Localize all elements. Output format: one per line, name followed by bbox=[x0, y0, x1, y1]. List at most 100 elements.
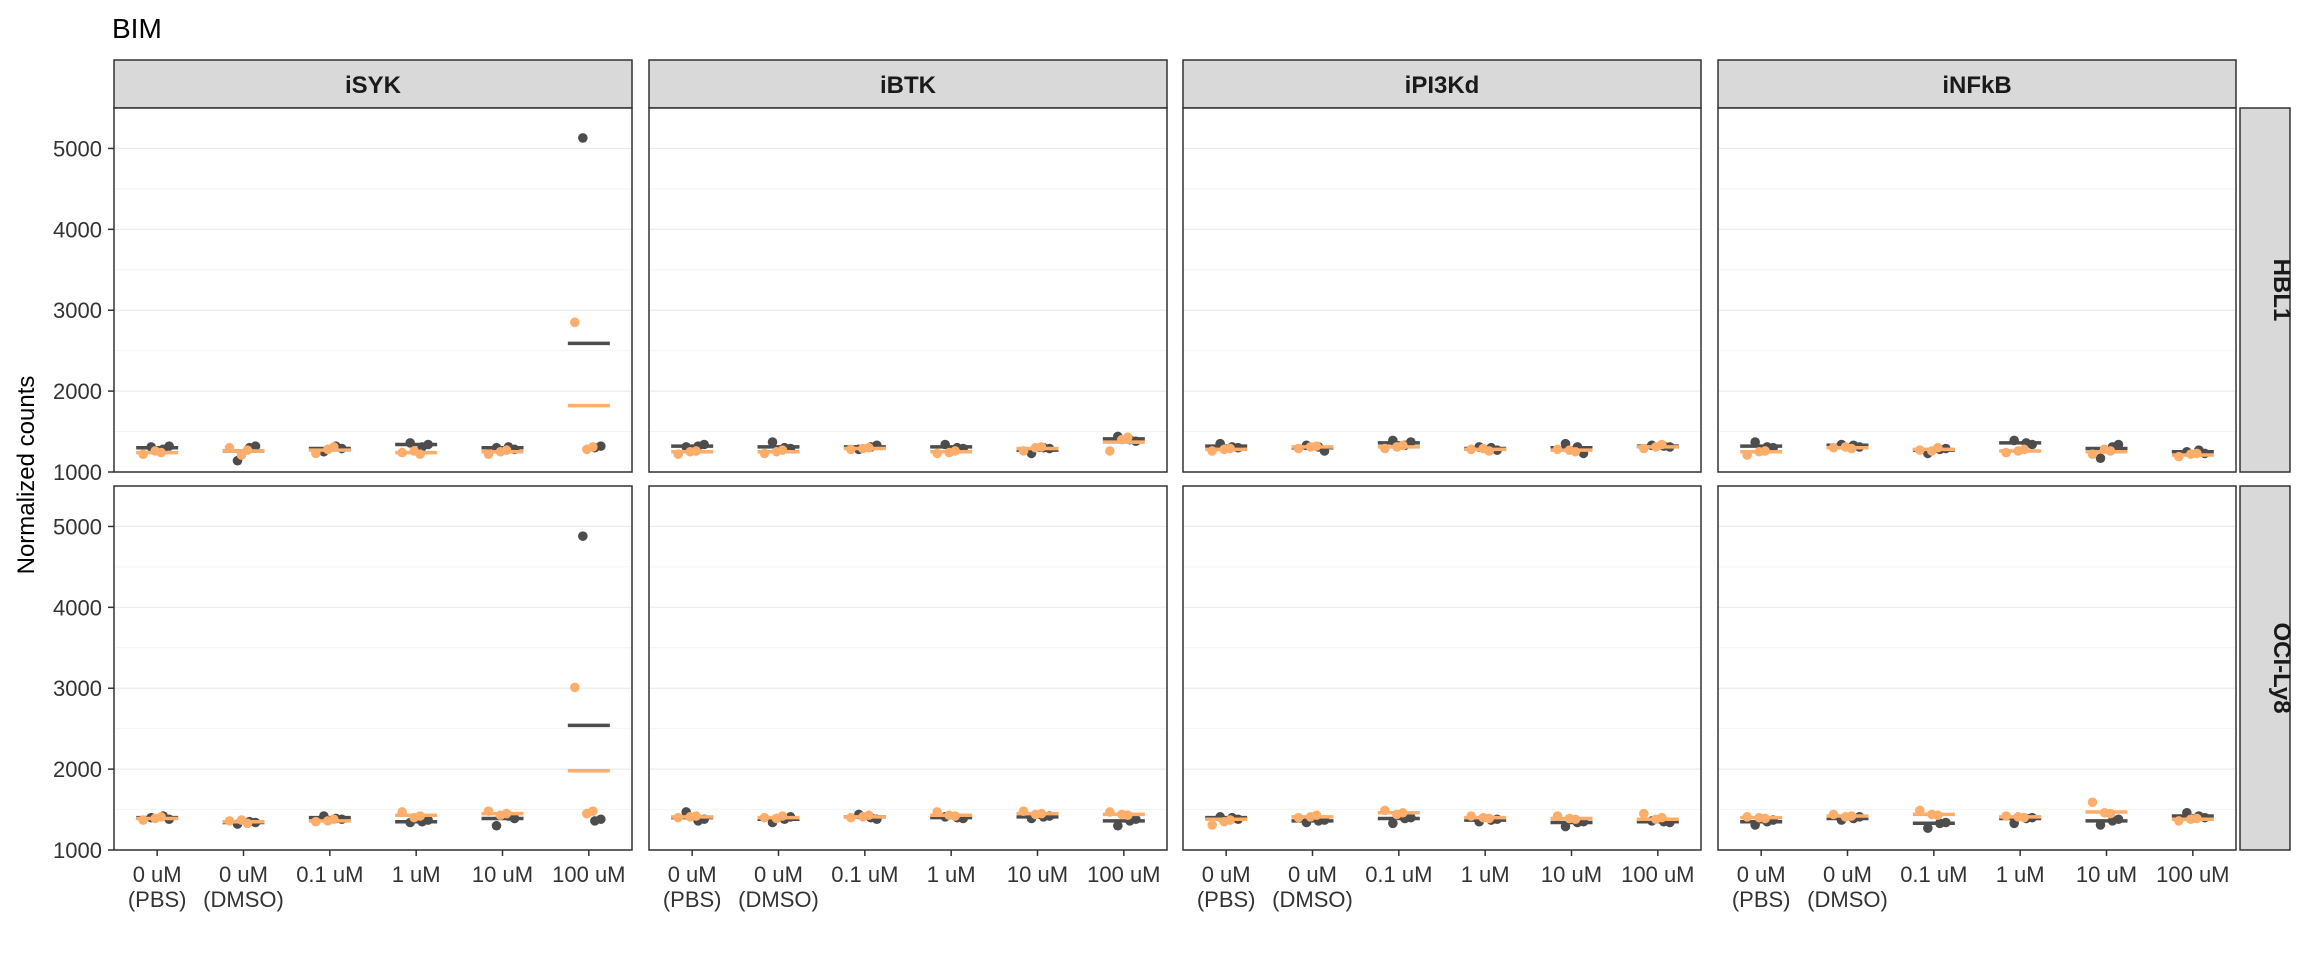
x-tick-label-line: (DMSO) bbox=[1807, 887, 1888, 912]
y-tick-label: 5000 bbox=[53, 136, 102, 161]
data-point bbox=[582, 808, 592, 819]
x-tick-label: 0 uM (PBS) bbox=[1197, 862, 1256, 912]
column-strip-3 bbox=[1717, 59, 2237, 109]
y-tick-label: 4000 bbox=[53, 217, 102, 242]
data-point bbox=[2087, 797, 2098, 808]
y-tick-label: 3000 bbox=[53, 676, 102, 701]
row-strip-label: OCI-Ly8 bbox=[2268, 622, 2295, 713]
x-tick-label: 0.1 uM bbox=[831, 862, 898, 887]
data-point bbox=[1207, 820, 1217, 830]
panel-background bbox=[1718, 486, 2236, 850]
panel-background bbox=[1718, 108, 2236, 472]
y-tick-label: 2000 bbox=[53, 379, 102, 404]
data-point bbox=[1388, 818, 1398, 829]
x-tick-label: 0 uM (PBS) bbox=[1732, 862, 1791, 912]
x-tick-label: 10 uM bbox=[472, 862, 533, 887]
x-tick-label-line: 0 uM bbox=[219, 862, 268, 887]
panel-1-3 bbox=[1717, 485, 2237, 851]
x-tick-label: 1 uM bbox=[1996, 862, 2045, 887]
panel-border bbox=[113, 107, 633, 473]
data-marks-OCI-Ly8-iNFkB bbox=[1740, 797, 2214, 833]
row-strip-1 bbox=[2239, 485, 2291, 851]
x-tick-label: 0 uM (DMSO) bbox=[738, 862, 819, 912]
x-tick-label: 0.1 uM bbox=[1365, 862, 1432, 887]
x-tick-label-line: 10 uM bbox=[1007, 862, 1068, 887]
y-axis-label: Normalized counts bbox=[13, 376, 40, 575]
x-tick-label-line: 1 uM bbox=[392, 862, 441, 887]
panel-0-0 bbox=[113, 107, 633, 473]
x-tick-label-line: (PBS) bbox=[1197, 887, 1256, 912]
panel-border bbox=[648, 485, 1168, 851]
panel-border bbox=[1182, 107, 1702, 473]
data-point bbox=[578, 133, 588, 143]
x-tick-label: 0 uM (PBS) bbox=[128, 862, 187, 912]
data-point bbox=[2095, 453, 2106, 464]
data-marks-OCI-Ly8-iBTK bbox=[671, 806, 1145, 831]
data-marks-HBL1-iSYK bbox=[136, 133, 610, 466]
x-tick-label: 10 uM bbox=[1007, 862, 1068, 887]
data-point bbox=[1639, 808, 1649, 819]
data-point bbox=[570, 317, 580, 328]
panel-background bbox=[1183, 108, 1701, 472]
x-tick-label: 0 uM (DMSO) bbox=[203, 862, 284, 912]
x-tick-label-line: 0 uM bbox=[1288, 862, 1337, 887]
data-marks-HBL1-iBTK bbox=[671, 431, 1145, 460]
panel-border bbox=[1717, 107, 2237, 473]
data-point bbox=[1105, 446, 1115, 456]
x-tick-label: 1 uM bbox=[392, 862, 441, 887]
data-point bbox=[1923, 823, 1933, 833]
x-tick-label: 10 uM bbox=[2076, 862, 2137, 887]
x-tick-label-line: 0 uM bbox=[1737, 862, 1786, 887]
x-tick-label-line: (PBS) bbox=[663, 887, 722, 912]
panel-background bbox=[1183, 486, 1701, 850]
row-strip-0 bbox=[2239, 107, 2291, 473]
x-tick-label: 0 uM (PBS) bbox=[663, 862, 722, 912]
x-tick-label-line: (PBS) bbox=[128, 887, 187, 912]
x-tick-label-line: 10 uM bbox=[1541, 862, 1602, 887]
column-strip-label: iNFkB bbox=[1942, 72, 2011, 99]
column-strip-label: iBTK bbox=[880, 72, 937, 99]
x-tick-label-line: 0.1 uM bbox=[1365, 862, 1432, 887]
x-tick-label-line: 1 uM bbox=[1996, 862, 2045, 887]
panel-1-2 bbox=[1182, 485, 1702, 851]
x-tick-label: 0.1 uM bbox=[296, 862, 363, 887]
y-tick-label: 1000 bbox=[53, 460, 102, 485]
x-tick-label-line: 0 uM bbox=[754, 862, 803, 887]
x-tick-label-line: 100 uM bbox=[1621, 862, 1694, 887]
column-strip-label: iPI3Kd bbox=[1405, 72, 1480, 99]
x-tick-label-line: (DMSO) bbox=[203, 887, 284, 912]
x-tick-label-line: 0.1 uM bbox=[296, 862, 363, 887]
data-point bbox=[590, 816, 600, 826]
panel-border bbox=[113, 485, 633, 851]
panel-1-1 bbox=[648, 485, 1168, 851]
data-point bbox=[570, 682, 580, 693]
x-tick-label: 0.1 uM bbox=[1900, 862, 1967, 887]
panel-border bbox=[648, 107, 1168, 473]
x-tick-label-line: 100 uM bbox=[552, 862, 625, 887]
data-marks-HBL1-iNFkB bbox=[1740, 435, 2214, 464]
x-tick-label-line: (DMSO) bbox=[738, 887, 819, 912]
y-tick-label: 4000 bbox=[53, 595, 102, 620]
column-strip-label: iSYK bbox=[345, 72, 402, 99]
data-point bbox=[578, 531, 588, 541]
x-tick-label: 1 uM bbox=[927, 862, 976, 887]
row-strip-label: HBL1 bbox=[2268, 259, 2295, 322]
panel-border bbox=[1717, 485, 2237, 851]
panel-background bbox=[649, 486, 1167, 850]
x-tick-label: 100 uM bbox=[552, 862, 625, 887]
panel-0-1 bbox=[648, 107, 1168, 473]
x-tick-label: 0 uM (DMSO) bbox=[1272, 862, 1353, 912]
x-tick-label-line: 0.1 uM bbox=[1900, 862, 1967, 887]
data-point bbox=[582, 444, 592, 455]
x-tick-label: 100 uM bbox=[2156, 862, 2229, 887]
data-marks-OCI-Ly8-iSYK bbox=[136, 531, 610, 831]
y-tick-label: 2000 bbox=[53, 757, 102, 782]
column-strip-2 bbox=[1182, 59, 1702, 109]
panel-background bbox=[114, 486, 632, 850]
y-tick-label: 3000 bbox=[53, 298, 102, 323]
x-tick-label-line: 10 uM bbox=[472, 862, 533, 887]
column-strip-0 bbox=[113, 59, 633, 109]
data-point bbox=[1113, 820, 1123, 831]
data-point bbox=[491, 820, 502, 831]
